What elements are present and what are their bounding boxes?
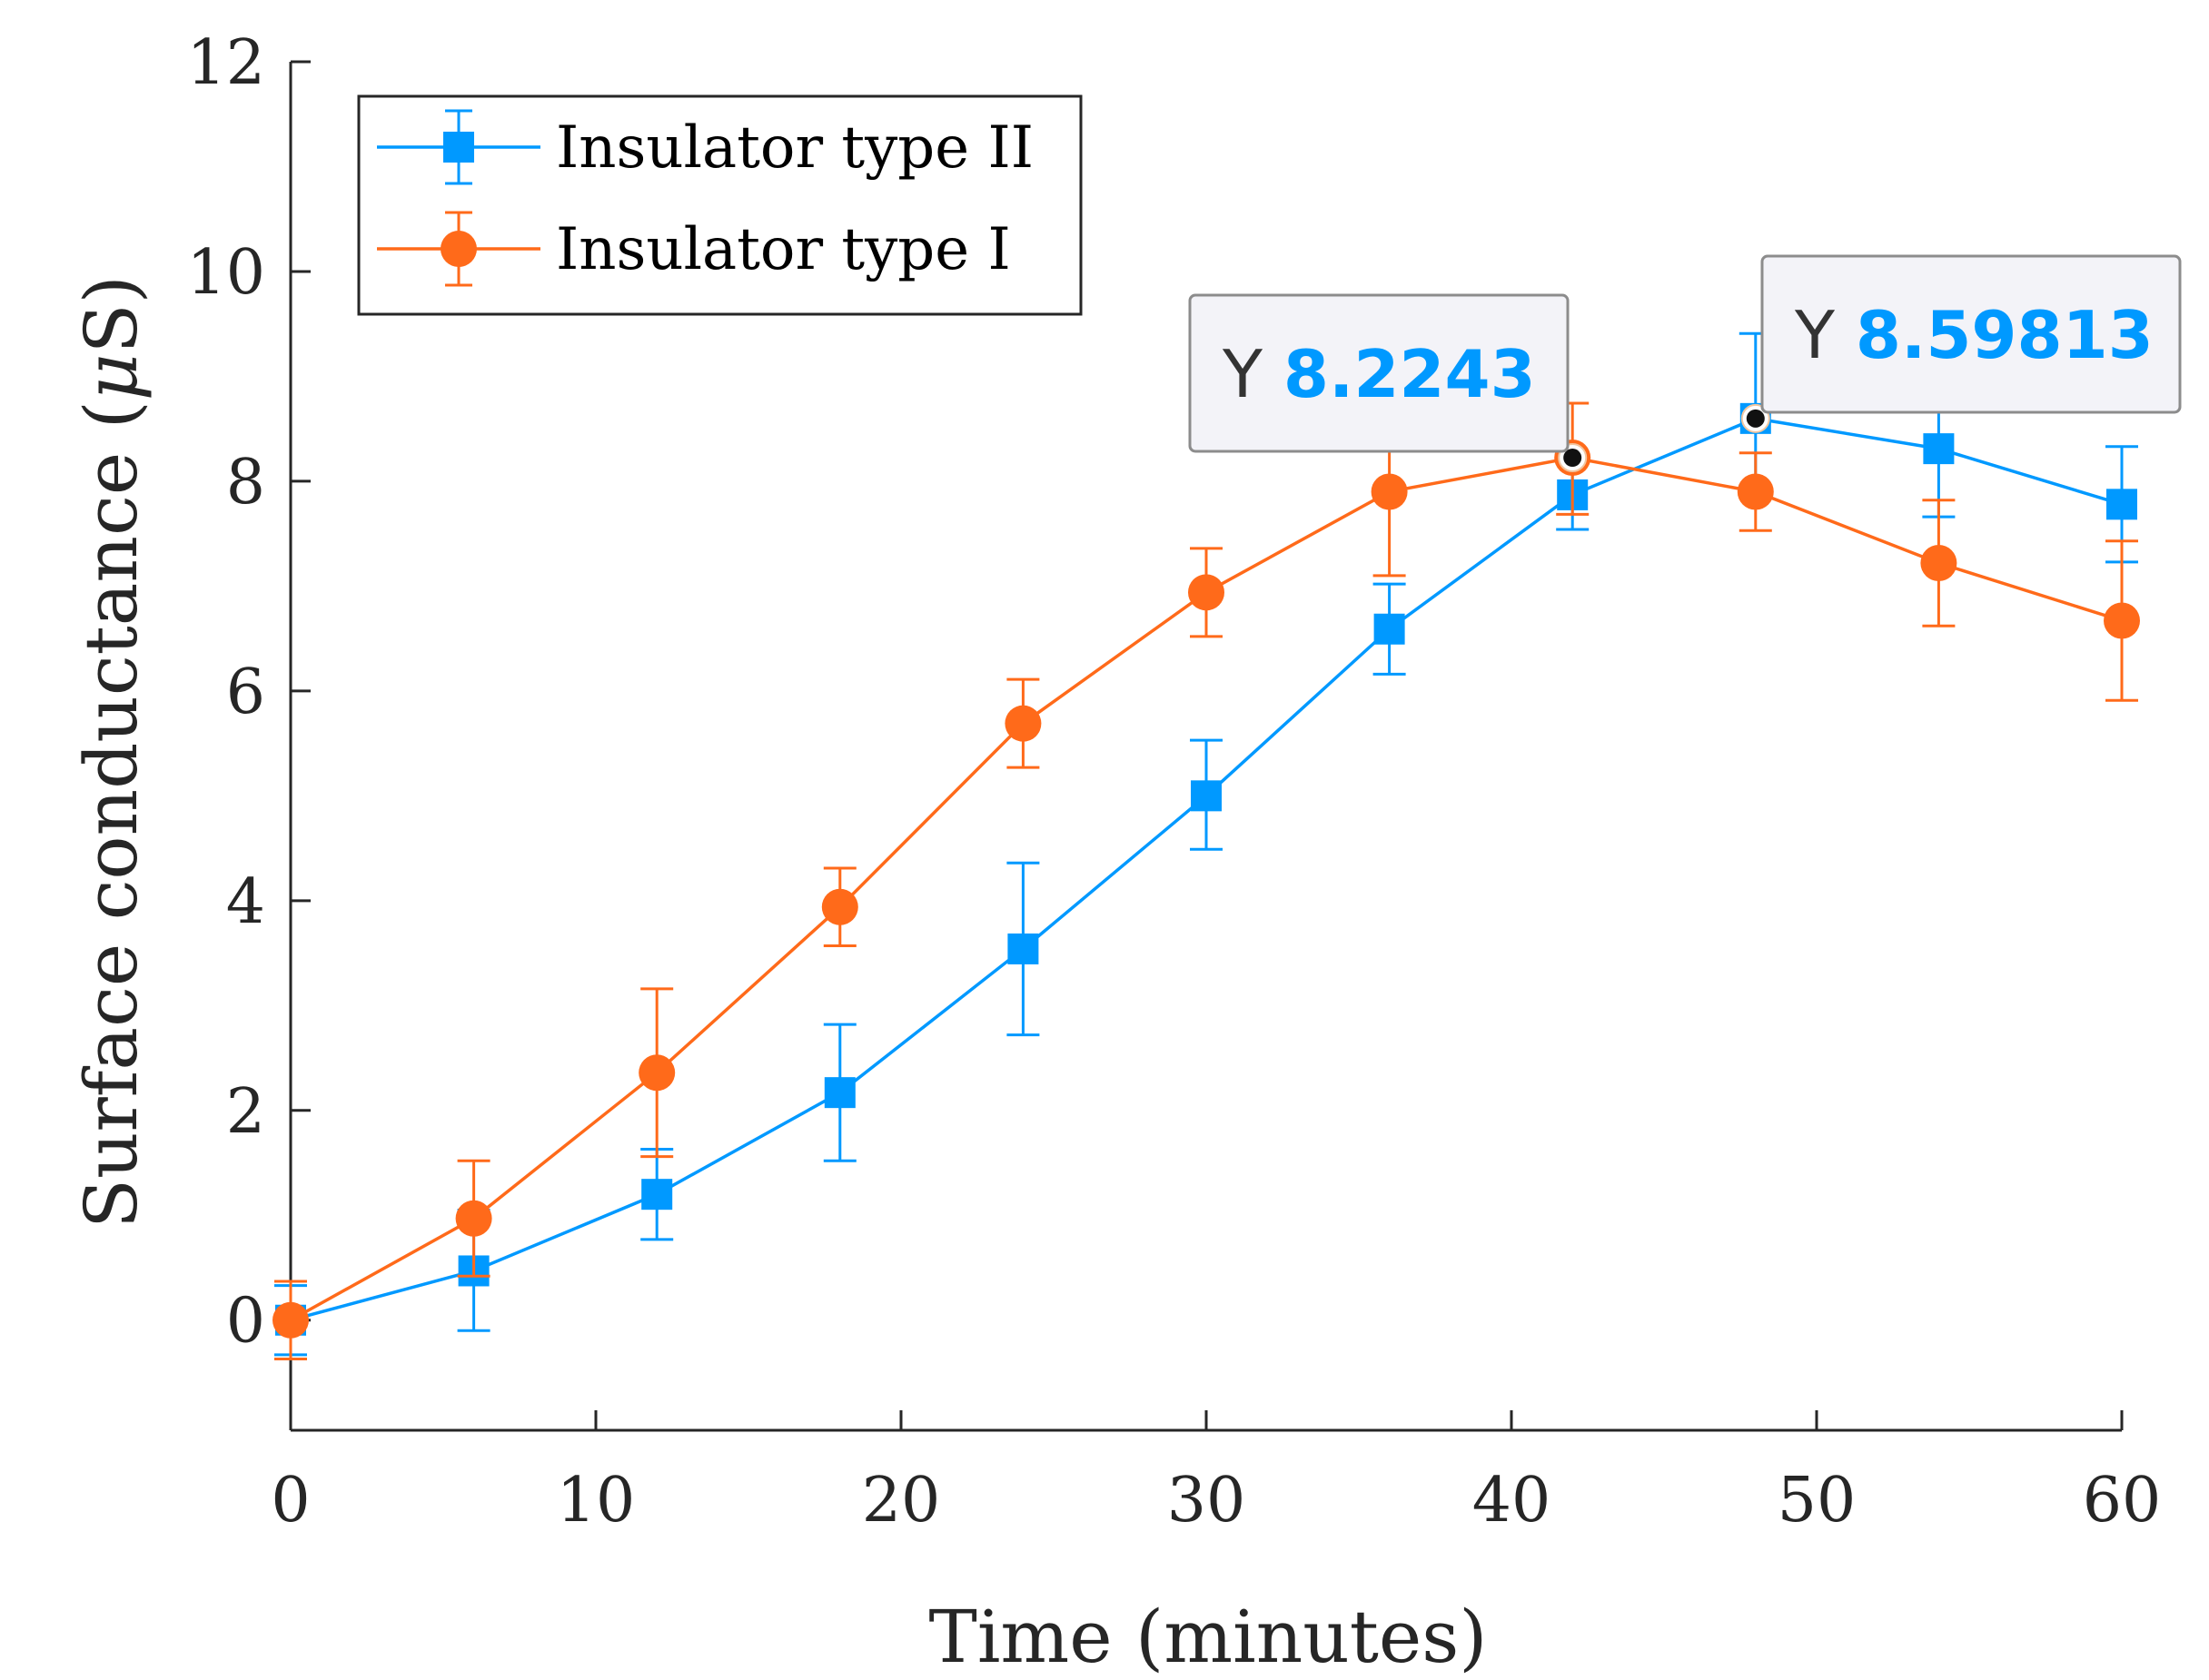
datatip: Y 8.2243 xyxy=(1188,293,1588,473)
x-tick-label: 40 xyxy=(1472,1465,1551,1537)
x-axis-title: Time (minutes) xyxy=(928,1595,1487,1679)
y-tick-label: 0 xyxy=(226,1286,265,1358)
y-tick-label: 8 xyxy=(226,447,265,519)
legend: Insulator type II Insulator type I xyxy=(357,94,1083,316)
data-point xyxy=(641,1179,673,1211)
datatip-label: Y xyxy=(1222,336,1283,412)
datatip-value: 8.59813 xyxy=(1856,297,2154,373)
y-tick-label: 10 xyxy=(186,237,265,309)
y-axis-title-symbol: μ xyxy=(69,353,154,400)
y-tick-label: 2 xyxy=(226,1076,265,1148)
datatip-text: Y 8.59813 xyxy=(1794,297,2154,373)
x-tick-label: 30 xyxy=(1167,1465,1246,1537)
axes: 0 10 20 30 40 50 60 0 2 4 6 8 10 12 xyxy=(186,27,2161,1537)
x-tick-label: 20 xyxy=(862,1465,941,1537)
x-tick-label: 60 xyxy=(2083,1465,2162,1537)
series-insulator-type-ii xyxy=(274,331,2138,1357)
data-point xyxy=(1007,933,1039,964)
x-tick-label: 10 xyxy=(557,1465,636,1537)
datatip-marker xyxy=(1746,409,1765,428)
y-tick-label: 4 xyxy=(226,866,265,938)
legend-item: Insulator type I xyxy=(377,211,1011,287)
datatip-box xyxy=(1188,293,1570,453)
data-point xyxy=(824,1077,856,1109)
series-insulator-type-i xyxy=(272,401,2140,1360)
data-point xyxy=(821,888,858,925)
y-axis-title-unit: S) xyxy=(69,275,154,353)
datatip-label: Y xyxy=(1794,297,1856,373)
data-point xyxy=(455,1200,492,1237)
x-tick-label: 0 xyxy=(271,1465,310,1537)
data-point xyxy=(1737,473,1774,510)
data-point xyxy=(1188,574,1224,611)
legend-label: Insulator type I xyxy=(556,216,1011,283)
y-tick-label: 12 xyxy=(186,27,265,99)
legend-item: Insulator type II xyxy=(377,109,1034,185)
datatip-text: Y 8.2243 xyxy=(1222,336,1536,412)
data-point xyxy=(1373,613,1405,645)
y-tick-label: 6 xyxy=(226,657,265,728)
data-point xyxy=(1923,433,1955,465)
datatip-box xyxy=(1760,254,2182,414)
datatip: Y 8.59813 xyxy=(1740,254,2182,433)
legend-box xyxy=(357,94,1083,316)
y-axis-title-text: Surface conductance ( xyxy=(69,400,154,1229)
data-point xyxy=(639,1054,676,1092)
data-point xyxy=(272,1301,309,1339)
y-axis-title: Surface conductance (μS) xyxy=(69,275,154,1229)
data-point xyxy=(1005,705,1042,742)
legend-marker xyxy=(441,231,477,267)
datatip-marker xyxy=(1563,449,1582,468)
data-point xyxy=(1371,473,1408,510)
series-layer xyxy=(272,331,2140,1360)
legend-marker xyxy=(443,132,474,163)
data-point xyxy=(1920,544,1957,581)
legend-label: Insulator type II xyxy=(556,114,1034,182)
datatip-value: 8.2243 xyxy=(1283,336,1536,412)
data-point xyxy=(2106,489,2137,520)
data-point xyxy=(2104,602,2140,639)
x-tick-label: 50 xyxy=(1778,1465,1857,1537)
data-point xyxy=(1191,780,1222,812)
